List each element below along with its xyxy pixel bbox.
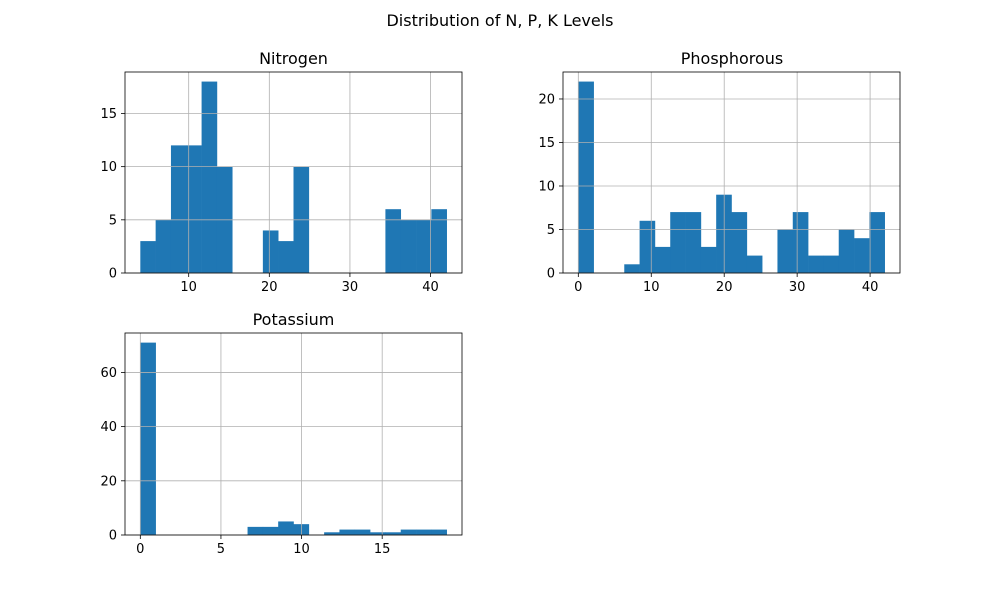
nitrogen-bar bbox=[278, 241, 294, 273]
nitrogen-bar bbox=[262, 230, 279, 273]
phosphorous-x-tick-label: 0 bbox=[574, 280, 582, 295]
phosphorous-bar bbox=[869, 212, 885, 273]
potassium-bar bbox=[431, 529, 447, 535]
potassium-histogram: Potassium 0 5 10 15 0 20 40 60 bbox=[100, 310, 463, 557]
potassium-y-tick-label: 0 bbox=[109, 529, 117, 544]
phosphorous-bar bbox=[823, 255, 840, 273]
phosphorous-bar bbox=[639, 220, 656, 273]
phosphorous-y-tick-label: 10 bbox=[538, 179, 555, 194]
potassium-bar bbox=[278, 521, 294, 535]
potassium-x-tick-label: 0 bbox=[136, 542, 144, 557]
phosphorous-bar bbox=[838, 229, 855, 273]
phosphorous-bar bbox=[654, 246, 671, 273]
nitrogen-bar bbox=[140, 241, 156, 273]
phosphorous-bar bbox=[685, 212, 702, 273]
potassium-y-tick-label: 20 bbox=[100, 474, 117, 489]
nitrogen-bar bbox=[201, 81, 218, 273]
nitrogen-bar bbox=[170, 145, 187, 273]
nitrogen-bar bbox=[385, 209, 402, 273]
nitrogen-x-tick-label: 30 bbox=[342, 280, 359, 295]
potassium-bar bbox=[385, 532, 402, 535]
potassium-y-tick-label: 40 bbox=[100, 420, 117, 435]
potassium-title: Potassium bbox=[253, 310, 335, 329]
figure-title: Distribution of N, P, K Levels bbox=[386, 11, 613, 30]
potassium-bar bbox=[354, 529, 371, 535]
phosphorous-histogram: Phosphorous 0 10 20 30 40 0 5 10 15 20 bbox=[538, 49, 901, 295]
phosphorous-bar bbox=[792, 212, 809, 273]
phosphorous-bar bbox=[670, 212, 686, 273]
nitrogen-y-tick-label: 0 bbox=[109, 267, 117, 282]
phosphorous-y-tick-label: 20 bbox=[538, 92, 555, 107]
phosphorous-y-tick-label: 0 bbox=[547, 267, 555, 282]
phosphorous-bar bbox=[854, 238, 870, 273]
potassium-bar bbox=[400, 529, 417, 535]
phosphorous-bar bbox=[700, 246, 717, 273]
phosphorous-x-tick-label: 20 bbox=[716, 280, 733, 295]
potassium-y-tick-label: 60 bbox=[100, 366, 117, 381]
phosphorous-title: Phosphorous bbox=[681, 49, 784, 68]
phosphorous-axes-frame bbox=[562, 71, 901, 274]
nitrogen-y-tick-label: 10 bbox=[100, 160, 117, 175]
potassium-bar bbox=[416, 529, 432, 535]
potassium-bar bbox=[370, 532, 386, 535]
potassium-bar bbox=[140, 342, 156, 535]
phosphorous-bar bbox=[731, 212, 748, 273]
phosphorous-bar bbox=[624, 264, 640, 273]
potassium-bar bbox=[247, 526, 264, 535]
potassium-x-tick-label: 15 bbox=[374, 542, 391, 557]
phosphorous-bar bbox=[746, 255, 763, 273]
nitrogen-axes-frame bbox=[124, 71, 463, 274]
phosphorous-bar bbox=[578, 81, 594, 273]
nitrogen-x-tick-label: 10 bbox=[180, 280, 197, 295]
potassium-bar bbox=[262, 526, 279, 535]
phosphorous-y-tick-label: 5 bbox=[547, 223, 555, 238]
potassium-x-tick-label: 5 bbox=[217, 542, 225, 557]
phosphorous-x-tick-label: 10 bbox=[643, 280, 660, 295]
potassium-bar bbox=[339, 529, 356, 535]
nitrogen-x-tick-label: 20 bbox=[261, 280, 278, 295]
nitrogen-title: Nitrogen bbox=[259, 49, 328, 68]
nitrogen-bar bbox=[186, 145, 202, 273]
phosphorous-bar bbox=[777, 229, 794, 273]
nitrogen-bar bbox=[416, 219, 432, 273]
potassium-bar bbox=[324, 532, 340, 535]
potassium-axes-frame bbox=[124, 332, 463, 536]
nitrogen-y-tick-label: 15 bbox=[100, 107, 117, 122]
nitrogen-bar bbox=[155, 219, 172, 273]
nitrogen-bar bbox=[431, 209, 447, 273]
nitrogen-bar bbox=[400, 219, 417, 273]
nitrogen-x-tick-label: 40 bbox=[422, 280, 439, 295]
nitrogen-y-tick-label: 5 bbox=[109, 213, 117, 228]
phosphorous-x-tick-label: 30 bbox=[789, 280, 806, 295]
phosphorous-x-tick-label: 40 bbox=[862, 280, 879, 295]
potassium-x-tick-label: 10 bbox=[293, 542, 310, 557]
phosphorous-y-tick-label: 15 bbox=[538, 136, 555, 151]
nitrogen-histogram: Nitrogen 10 20 30 40 0 5 10 15 bbox=[100, 49, 463, 295]
phosphorous-bar bbox=[808, 255, 824, 273]
